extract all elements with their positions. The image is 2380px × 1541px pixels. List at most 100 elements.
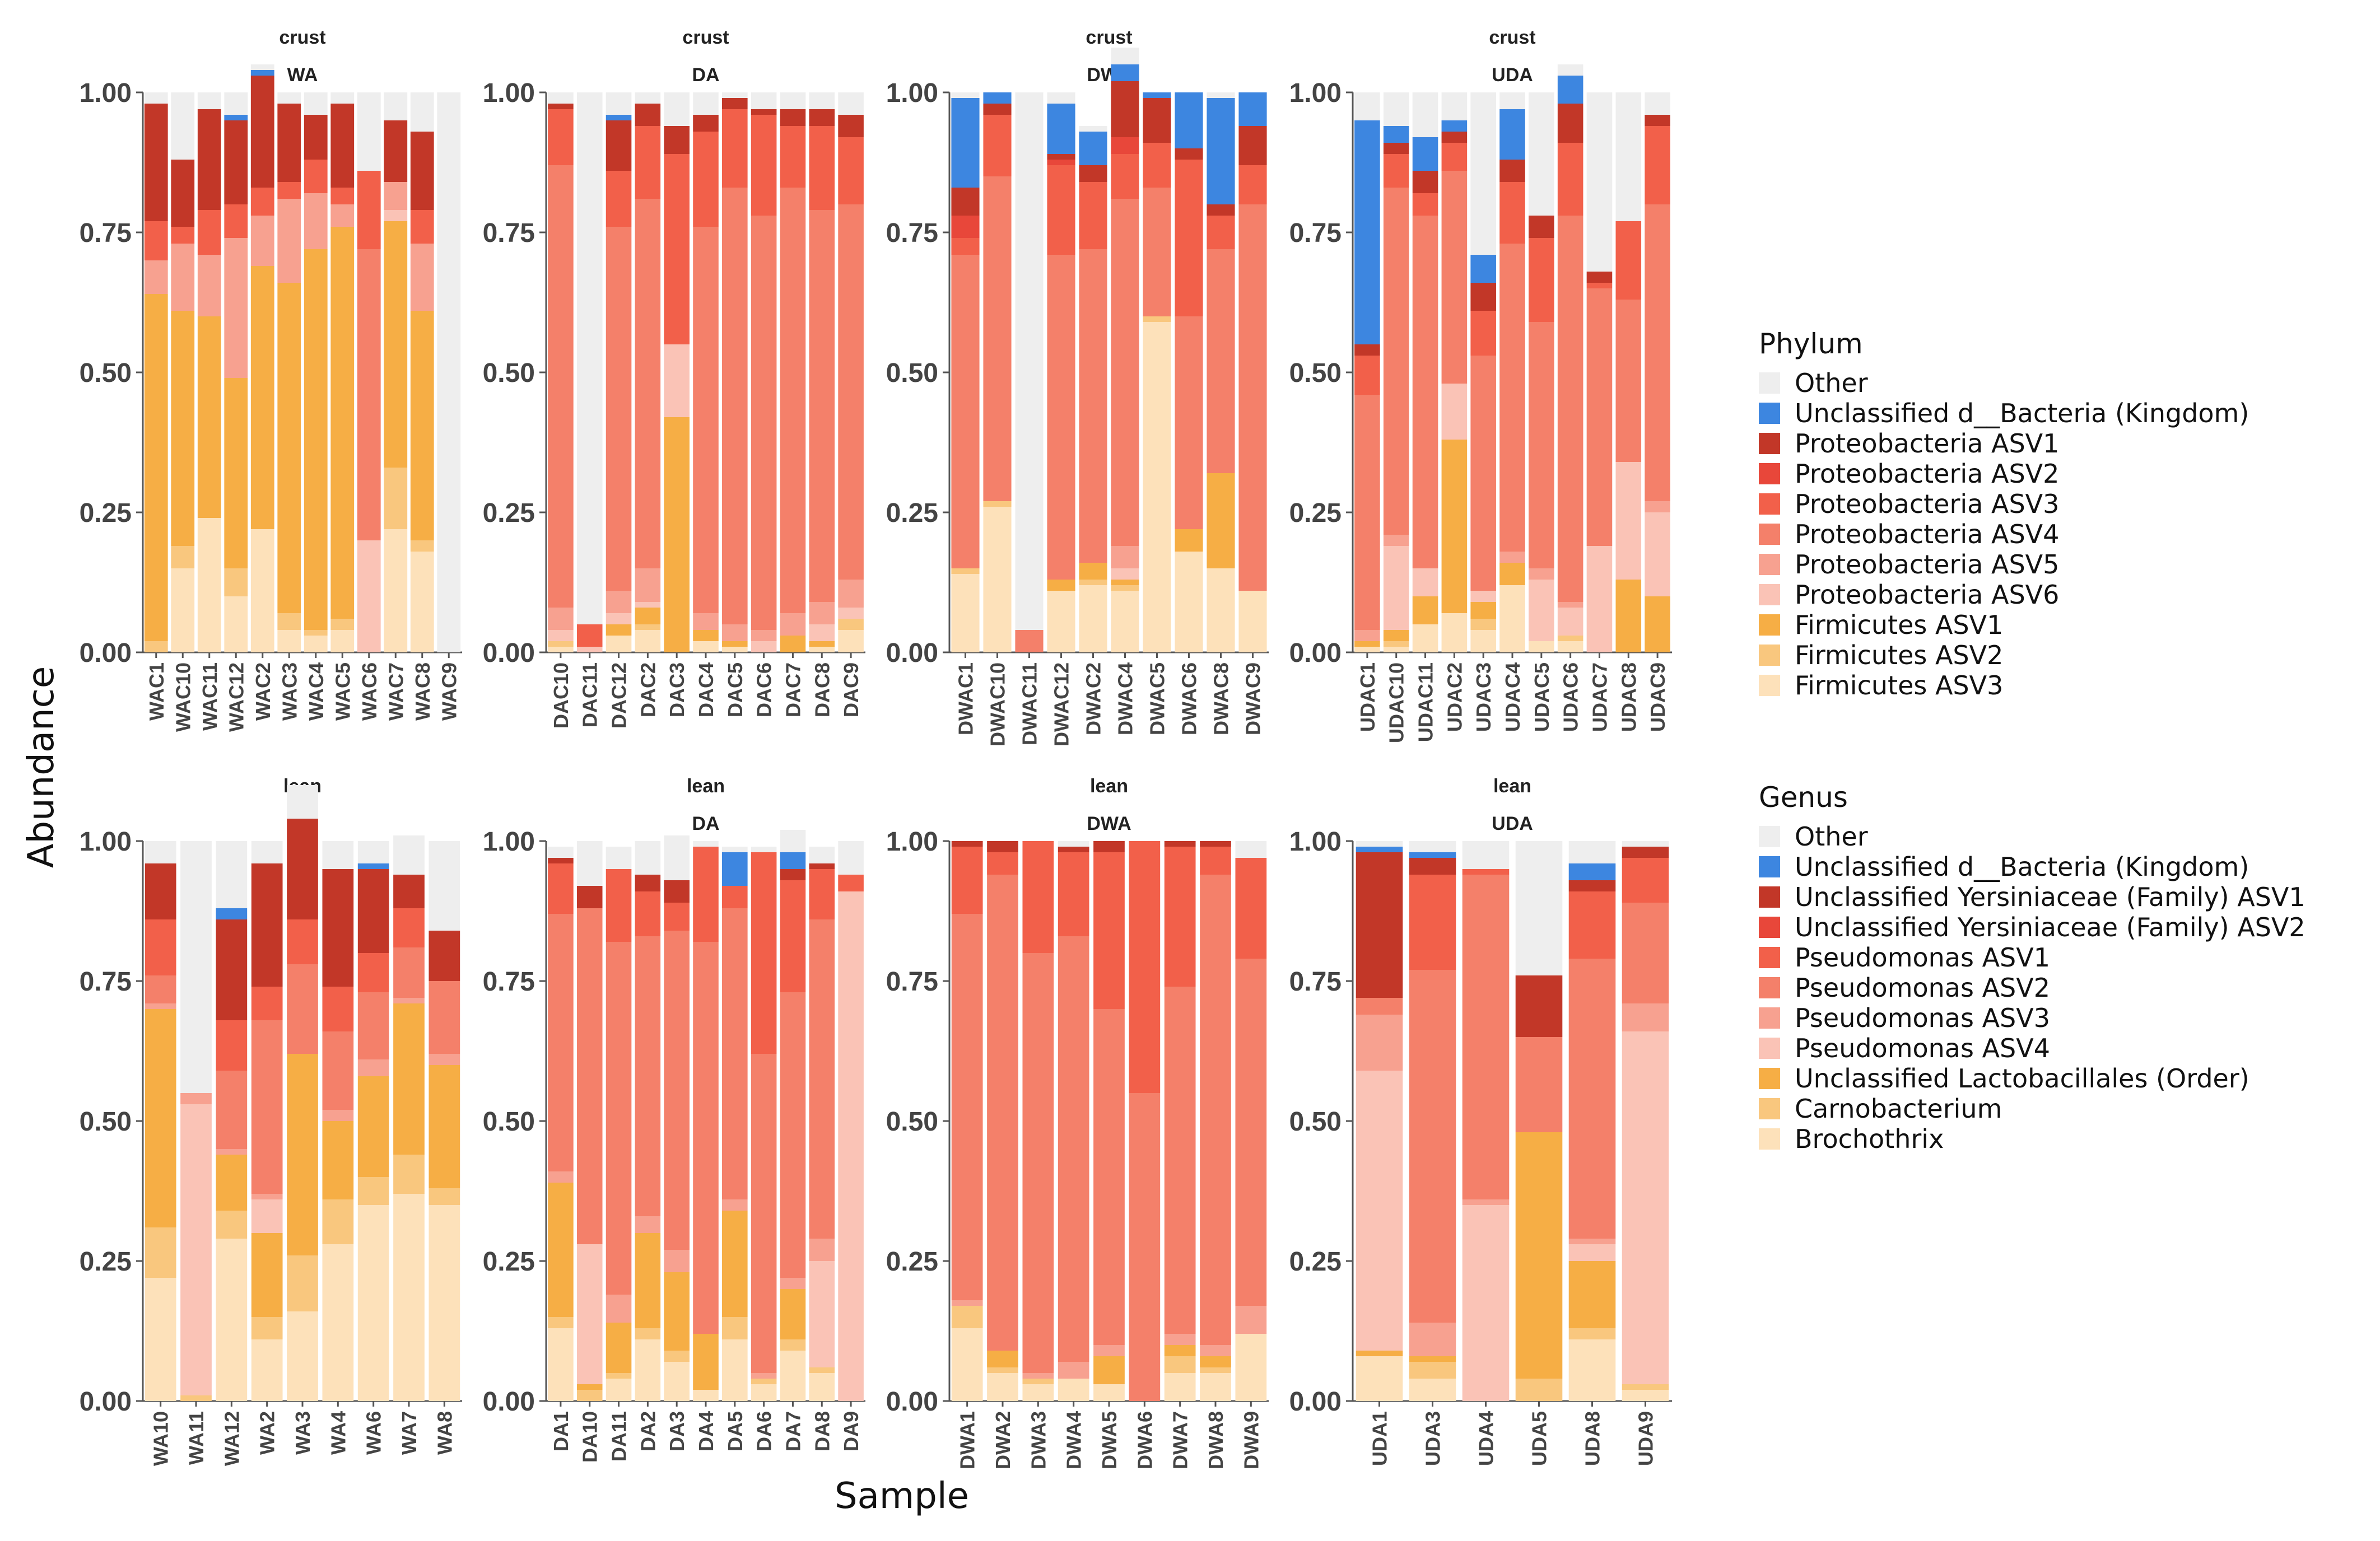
bar-segment	[951, 568, 980, 574]
bar-segment	[548, 109, 574, 165]
bar-segment	[1143, 316, 1171, 322]
x-tick-label: DA4	[695, 1411, 718, 1451]
bar-segment	[606, 171, 632, 227]
legend-item: Unclassified d__Bacteria (Kingdom)	[1759, 398, 2249, 428]
bar-segment	[384, 221, 408, 468]
bar-segment	[429, 841, 460, 931]
bar-segment	[216, 1239, 248, 1401]
bar-segment	[357, 1076, 389, 1177]
bar-segment	[1499, 160, 1525, 182]
bar-segment	[983, 501, 1012, 507]
bar-segment	[1568, 1244, 1616, 1261]
y-tick-label: 0.50	[1289, 358, 1342, 388]
x-tick-label: WAC1	[145, 662, 168, 721]
legend-label: Proteobacteria ASV5	[1795, 549, 2060, 580]
bar-segment	[1143, 98, 1171, 143]
bar-segment	[722, 109, 748, 188]
bar-segment	[429, 1205, 460, 1401]
bar-segment	[1238, 165, 1267, 204]
y-tick-label: 0.25	[483, 498, 535, 528]
bar-segment	[664, 880, 690, 903]
bar-segment	[250, 266, 274, 529]
bar-segment	[1622, 847, 1669, 858]
bar-segment	[1409, 1323, 1456, 1356]
bar-segment	[304, 160, 328, 193]
bar-segment	[330, 92, 355, 104]
bar-segment	[224, 596, 248, 652]
bar-segment	[1557, 104, 1583, 143]
bar-segment	[606, 1373, 632, 1379]
bar-segment	[1143, 188, 1171, 316]
y-tick-label: 0.50	[483, 1107, 535, 1137]
y-tick-label: 0.00	[1289, 638, 1342, 668]
bar-segment	[144, 294, 168, 641]
legend-swatch	[1759, 977, 1780, 998]
y-tick-label: 0.50	[886, 358, 938, 388]
facet-col-label: DA	[692, 64, 719, 86]
bar-segment	[287, 964, 318, 1054]
legend-label: Pseudomonas ASV1	[1795, 942, 2050, 973]
bar-segment	[1079, 126, 1107, 132]
legend-label: Firmicutes ASV1	[1795, 610, 2004, 640]
bar-segment	[951, 188, 980, 216]
bar-segment	[393, 1194, 425, 1401]
bar-segment	[722, 92, 748, 98]
y-tick-label: 0.00	[886, 1387, 938, 1417]
bar-segment	[429, 1054, 460, 1065]
facet-row-label: lean	[1493, 776, 1531, 797]
legend-swatch	[1759, 463, 1780, 484]
x-tick-label: DWA2	[991, 1411, 1014, 1469]
bar-segment	[1175, 552, 1203, 652]
bar-segment	[635, 624, 661, 630]
bar-segment	[410, 92, 434, 132]
bar-segment	[1111, 48, 1139, 64]
bar-segment	[1615, 300, 1642, 462]
bar-segment	[357, 1205, 389, 1401]
x-tick-label: WAC10	[171, 662, 194, 732]
bar-segment	[1200, 1367, 1231, 1373]
bar-segment	[635, 875, 661, 891]
bar-segment	[330, 227, 355, 619]
bar-segment	[751, 630, 777, 641]
bar-segment	[1383, 630, 1409, 641]
bar-segment	[1200, 841, 1231, 847]
bar-segment	[1058, 847, 1089, 852]
bar-segment	[1175, 92, 1203, 148]
bar-segment	[1470, 255, 1496, 283]
facet-panel: leanWA0.000.250.500.751.00WA10WA11WA12WA…	[80, 776, 462, 1466]
facet-col-label: DWA	[1087, 813, 1131, 834]
bar-segment	[809, 624, 835, 641]
bar-segment	[251, 987, 283, 1020]
facet-col-label: UDA	[1492, 813, 1533, 834]
bar-segment	[1164, 1373, 1196, 1401]
bar-segment	[838, 841, 864, 875]
legend-item: Unclassified d__Bacteria (Kingdom)	[1759, 852, 2306, 882]
bar-segment	[1356, 852, 1403, 998]
bar-segment	[809, 210, 835, 602]
legend-swatch	[1759, 856, 1780, 877]
bar-segment	[606, 942, 632, 1295]
bar-segment	[1412, 137, 1438, 171]
bar-segment	[693, 1334, 719, 1390]
legend-swatch	[1759, 1038, 1780, 1059]
bar-segment	[1470, 92, 1496, 255]
bar-segment	[287, 819, 318, 919]
bar-segment	[1412, 92, 1438, 137]
bar-segment	[224, 568, 248, 596]
bar-segment	[722, 1317, 748, 1339]
bar-segment	[1383, 641, 1409, 647]
legend-item: Proteobacteria ASV5	[1759, 549, 2249, 580]
bar-segment	[809, 647, 835, 652]
bar-segment	[145, 1227, 176, 1278]
bar-segment	[1383, 143, 1409, 154]
bar-segment	[357, 540, 381, 652]
bar-segment	[606, 227, 632, 591]
legend-item: Firmicutes ASV3	[1759, 670, 2249, 701]
bar-segment	[1047, 154, 1075, 160]
facet-row-label: crust	[1489, 27, 1535, 48]
bar-segment	[1622, 1390, 1669, 1401]
legend-swatch	[1759, 886, 1780, 908]
bar-segment	[635, 891, 661, 936]
bar-segment	[384, 529, 408, 652]
y-tick-label: 0.25	[886, 498, 938, 528]
